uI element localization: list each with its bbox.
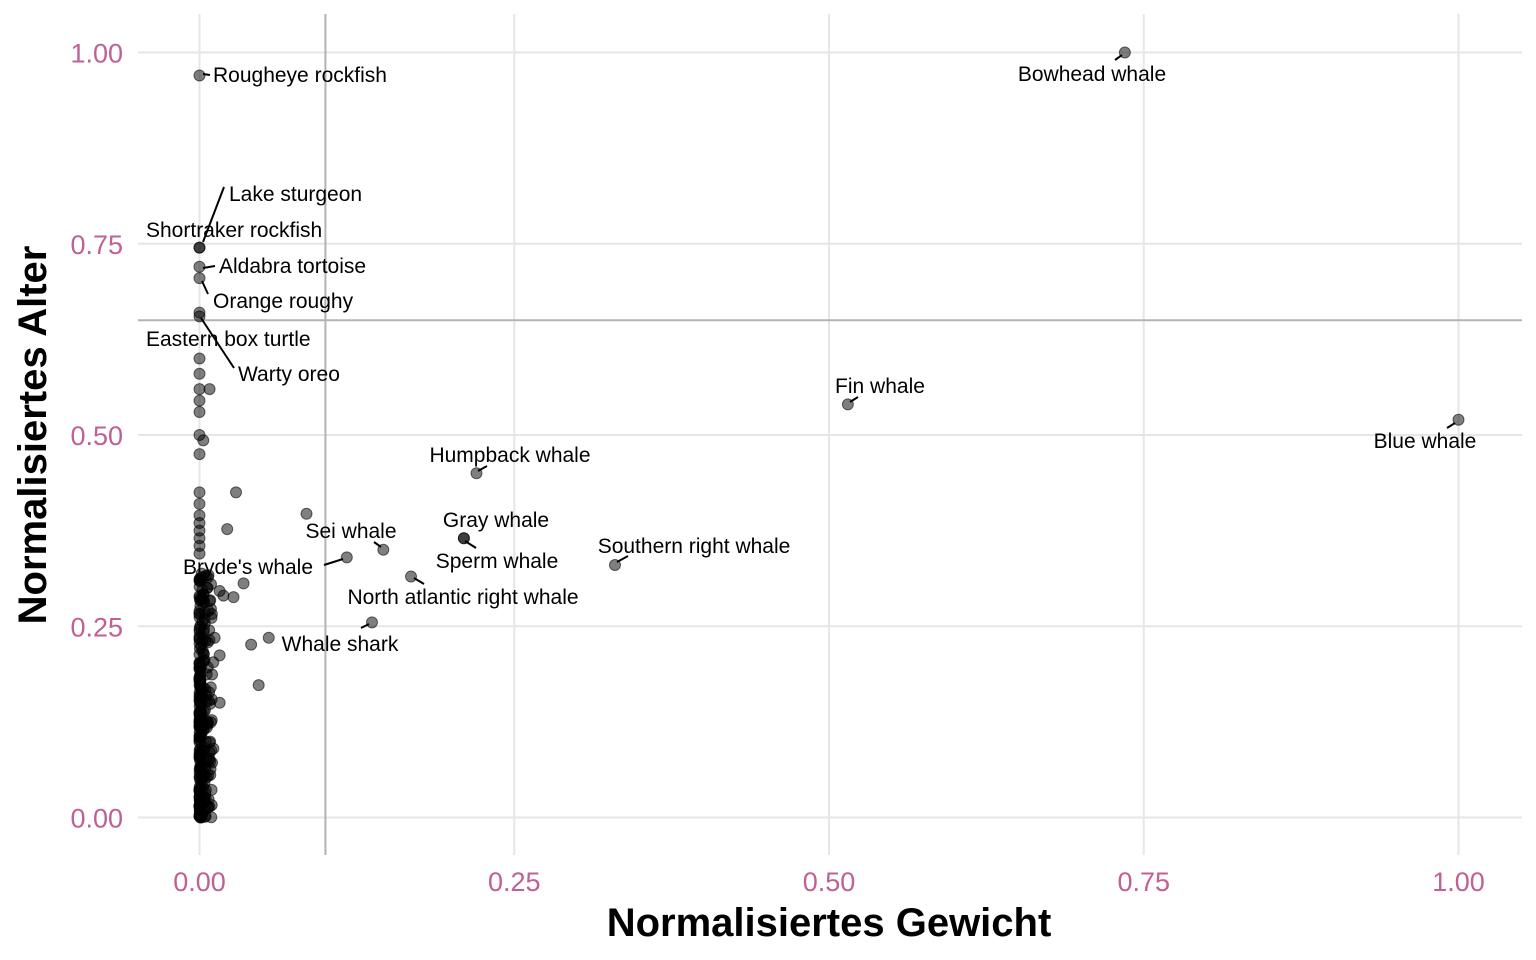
grid-layer (138, 14, 1522, 855)
data-point (195, 808, 208, 821)
point-label: North atlantic right whale (347, 586, 578, 609)
point-label: Bryde's whale (183, 556, 313, 579)
data-point (245, 638, 258, 651)
point-label: Bowhead whale (1018, 63, 1166, 86)
label-leader-line (360, 623, 370, 629)
point-label: Southern right whale (598, 535, 791, 558)
data-point (213, 696, 226, 709)
y-tick-label: 1.00 (70, 39, 123, 69)
data-point (227, 591, 240, 604)
labeled-data-point (193, 69, 206, 82)
labeled-data-point (365, 616, 378, 629)
data-point (203, 595, 216, 608)
labeled-data-point (193, 241, 206, 254)
x-tick-label: 0.75 (1117, 867, 1170, 897)
label-leader-line (201, 280, 209, 295)
point-label: Sei whale (305, 520, 396, 543)
x-tick-label: 0.00 (173, 867, 226, 897)
data-point (193, 383, 206, 396)
data-point (197, 723, 210, 736)
data-point (198, 617, 211, 630)
label-leader-line (323, 558, 344, 566)
x-tick-label: 0.50 (803, 867, 856, 897)
data-point (193, 448, 206, 461)
points-layer (193, 46, 1465, 824)
point-label: Warty oreo (238, 363, 340, 386)
x-tick-label: 0.25 (488, 867, 541, 897)
data-point (206, 668, 219, 681)
point-label: Sperm whale (436, 550, 559, 573)
data-point (300, 507, 313, 520)
data-point (198, 704, 211, 717)
point-label: Whale shark (282, 633, 399, 656)
x-tick-label: 1.00 (1432, 867, 1485, 897)
point-label: Shortraker rockfish (146, 219, 322, 242)
data-point (193, 486, 206, 499)
label-leader-line (1446, 422, 1456, 429)
point-label: Eastern box turtle (146, 328, 311, 351)
point-label: Humpback whale (429, 444, 590, 467)
labeled-data-point (193, 260, 206, 273)
x-axis-title: Normalisiertes Gewicht (607, 901, 1052, 945)
point-label: Aldabra tortoise (219, 255, 366, 278)
data-point (193, 734, 206, 747)
data-point (202, 604, 215, 617)
data-point (207, 742, 220, 755)
data-point (252, 679, 265, 692)
label-leader-line (202, 186, 225, 243)
data-point (193, 791, 206, 804)
data-point (221, 523, 234, 536)
point-label: Blue whale (1374, 430, 1477, 453)
label-leader-line (1114, 54, 1123, 61)
point-label: Rougheye rockfish (213, 64, 387, 87)
label-leader-line (616, 555, 629, 563)
data-point (193, 632, 206, 645)
label-leader-line (413, 577, 425, 585)
labeled-data-point (1452, 413, 1465, 426)
tick-labels: 0.00 0.25 0.50 0.75 1.00 0.00 0.25 0.50 0.75 1.00 (70, 39, 1484, 898)
data-point (230, 486, 243, 499)
data-point (207, 656, 220, 669)
data-point (208, 631, 221, 644)
labeled-data-point (405, 570, 418, 583)
label-leader-line (202, 73, 211, 76)
label-leader-line (464, 540, 477, 549)
data-point (202, 569, 215, 582)
data-point (201, 582, 214, 594)
point-label: Lake sturgeon (229, 183, 362, 206)
point-label: Gray whale (443, 509, 549, 532)
data-point (193, 406, 206, 419)
label-leader-line (849, 396, 859, 403)
y-tick-label: 0.50 (70, 421, 123, 451)
point-label: Orange roughy (213, 290, 354, 313)
data-point (193, 352, 206, 365)
labels-layer: Bowhead whale Rougheye rockfish Lake sturg… (146, 54, 1477, 656)
data-point (217, 589, 230, 602)
data-point (193, 429, 206, 441)
y-tick-label: 0.25 (70, 612, 123, 642)
data-point (193, 547, 206, 560)
label-leader-line (200, 317, 235, 369)
data-point (193, 574, 206, 587)
labeled-data-point (340, 551, 353, 564)
point-label: Fin whale (835, 375, 925, 398)
label-leader-line (477, 465, 488, 472)
label-leader-line (202, 265, 216, 269)
data-point (193, 367, 206, 380)
data-point (193, 771, 206, 784)
data-point (193, 688, 206, 701)
y-axis-title: Normalisiertes Alter (11, 246, 55, 625)
data-point (193, 497, 206, 510)
data-point (193, 657, 206, 670)
data-point (203, 383, 216, 396)
data-point (193, 394, 206, 407)
reference-lines (138, 14, 1522, 855)
y-tick-label: 0.00 (70, 804, 123, 834)
y-tick-label: 0.75 (70, 230, 123, 260)
label-leader-line (373, 541, 382, 548)
data-point (262, 631, 275, 644)
data-point (237, 577, 250, 590)
